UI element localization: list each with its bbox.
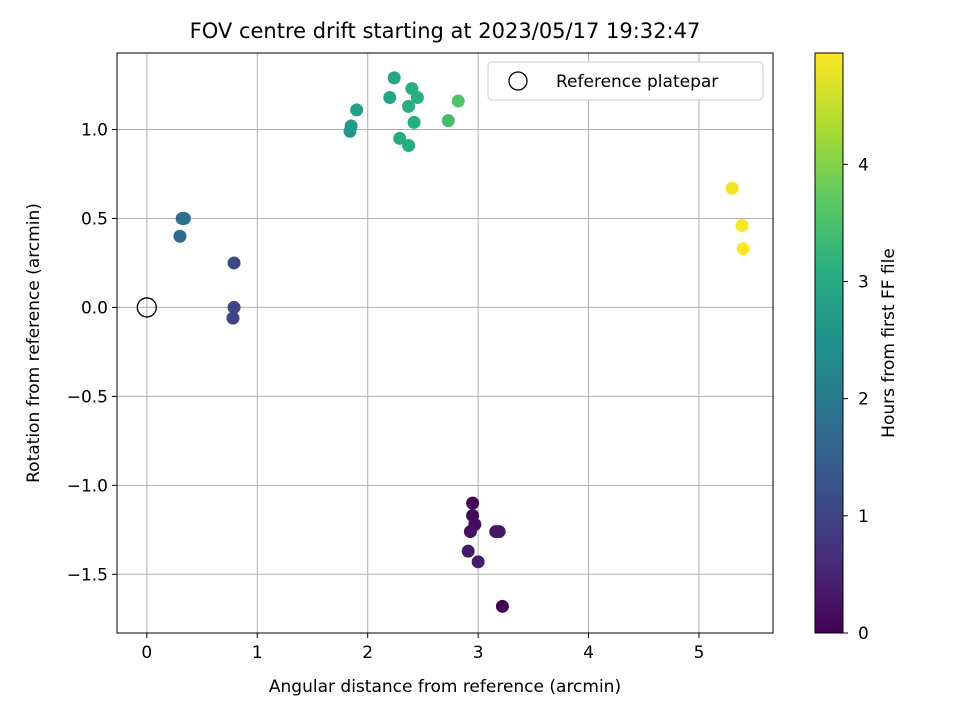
x-tick-label: 4 <box>583 643 594 663</box>
colorbar-tick-label: 1 <box>858 507 869 527</box>
data-point <box>471 555 485 569</box>
colorbar-tick-label: 2 <box>858 390 869 410</box>
y-tick-label: 1.0 <box>81 121 108 141</box>
data-point <box>226 311 240 325</box>
x-tick-label: 0 <box>141 643 152 663</box>
data-points <box>173 71 750 613</box>
y-axis-ticks: −1.5 −1.0 −0.5 0.0 0.5 1.0 <box>67 121 117 585</box>
data-point <box>402 139 416 153</box>
colorbar: 0 1 2 3 4 Hours from first FF file <box>814 52 899 644</box>
data-point <box>393 131 407 145</box>
data-point <box>466 496 480 510</box>
plot-frame <box>116 52 774 634</box>
data-point <box>173 229 187 243</box>
colorbar-ticks: 0 1 2 3 4 <box>843 155 869 644</box>
legend-box <box>487 61 764 101</box>
data-point <box>492 525 506 539</box>
colorbar-gradient <box>814 52 844 634</box>
reference-point <box>136 297 157 318</box>
colorbar-tick-label: 0 <box>858 624 869 644</box>
x-axis-label: Angular distance from reference (arcmin) <box>269 677 621 697</box>
data-point <box>227 256 241 270</box>
y-tick-label: −0.5 <box>67 387 108 407</box>
chart-title: FOV centre drift starting at 2023/05/17 … <box>190 19 701 43</box>
data-point <box>407 115 421 129</box>
y-tick-label: 0.0 <box>81 298 108 318</box>
data-point <box>495 599 509 613</box>
reference-marker <box>136 297 157 318</box>
data-point <box>227 300 241 314</box>
x-tick-label: 2 <box>362 643 373 663</box>
legend-label: Reference platepar <box>556 72 718 92</box>
y-axis-label: Rotation from reference (arcmin) <box>24 203 44 483</box>
y-tick-label: −1.5 <box>67 565 108 585</box>
data-point <box>725 181 739 195</box>
colorbar-tick-label: 4 <box>858 155 869 175</box>
data-point <box>461 544 475 558</box>
legend-marker-icon <box>508 71 528 91</box>
x-tick-label: 3 <box>473 643 484 663</box>
x-tick-label: 5 <box>694 643 705 663</box>
data-point <box>410 90 424 104</box>
data-point <box>344 119 358 133</box>
data-point <box>350 103 364 117</box>
data-point <box>735 219 749 233</box>
colorbar-tick-label: 3 <box>858 272 869 292</box>
data-point <box>451 94 465 108</box>
data-point <box>736 242 750 256</box>
data-point <box>383 90 397 104</box>
data-point <box>177 211 191 225</box>
legend: Reference platepar <box>487 61 764 101</box>
grid <box>117 53 773 633</box>
x-tick-label: 1 <box>252 643 263 663</box>
data-point <box>402 99 416 113</box>
data-point <box>387 71 401 85</box>
y-tick-label: 0.5 <box>81 209 108 229</box>
y-tick-label: −1.0 <box>67 476 108 496</box>
data-point <box>463 525 477 539</box>
data-point <box>441 114 455 128</box>
colorbar-label: Hours from first FF file <box>879 248 899 438</box>
x-axis-ticks: 0 1 2 3 4 5 <box>141 633 704 663</box>
